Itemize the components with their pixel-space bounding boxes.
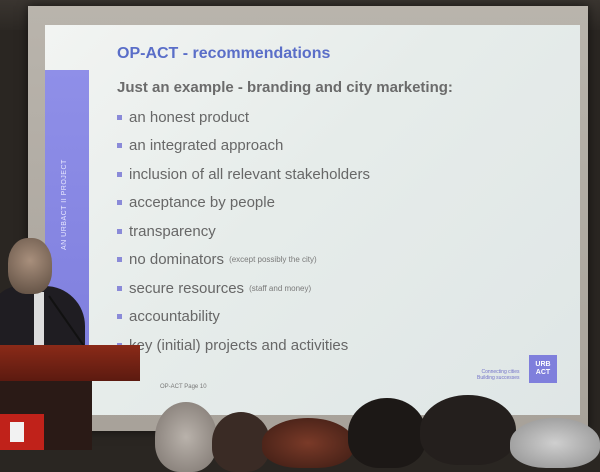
side-bar-label: AN URBACT II PROJECT xyxy=(61,159,68,250)
bullet-icon xyxy=(117,143,122,149)
bullet-item: acceptance by people xyxy=(117,189,370,218)
logo-line-2: ACT xyxy=(535,369,551,376)
bullet-text: an honest product xyxy=(129,108,250,126)
bullet-item: accountability xyxy=(117,303,370,332)
bullet-item: an integrated approach xyxy=(117,132,370,161)
presenter-shirt xyxy=(34,292,44,352)
podium xyxy=(0,345,140,381)
bullet-icon xyxy=(117,171,122,177)
audience-head xyxy=(155,402,217,472)
bullet-item: transparency xyxy=(117,217,370,246)
logo-line-1: URB xyxy=(535,361,551,368)
bullet-item: no dominators (except possibly the city) xyxy=(117,246,370,275)
slide-subtitle: Just an example - branding and city mark… xyxy=(117,79,453,96)
bullet-note: (staff and money) xyxy=(249,283,312,293)
bullet-text: an integrated approach xyxy=(129,137,284,155)
presenter-head xyxy=(8,238,52,294)
bullet-icon xyxy=(117,228,122,234)
bullet-text: no dominators xyxy=(129,251,225,269)
bullet-text: secure resources xyxy=(129,279,245,297)
bullet-text: key (initial) projects and activities xyxy=(129,336,349,354)
urbact-logo: URB ACT xyxy=(529,355,557,383)
bullet-icon xyxy=(117,114,122,120)
tagline-line-2: Building successes xyxy=(477,375,520,381)
bullet-text: accountability xyxy=(129,308,220,326)
bullet-item: key (initial) projects and activities xyxy=(117,331,370,360)
slide-tagline: Connecting cities Building successes xyxy=(477,369,520,381)
bullet-icon xyxy=(117,285,122,291)
bullet-icon xyxy=(117,314,122,320)
audience-head xyxy=(420,395,516,465)
bullet-note: (except possibly the city) xyxy=(229,255,317,265)
tagline-line-1: Connecting cities xyxy=(481,369,520,375)
bullet-icon xyxy=(117,257,122,263)
bullet-item: inclusion of all relevant stakeholders xyxy=(117,160,370,189)
bullet-text: transparency xyxy=(129,222,216,240)
slide-title: OP-ACT - recommendations xyxy=(117,45,331,62)
bullet-item: secure resources (staff and money) xyxy=(117,274,370,303)
bullet-text: acceptance by people xyxy=(129,194,275,212)
bullet-list: an honest product an integrated approach… xyxy=(117,103,370,360)
bullet-item: an honest product xyxy=(117,103,370,132)
red-sign xyxy=(0,414,44,450)
audience-head xyxy=(348,398,426,468)
audience-head xyxy=(510,418,600,468)
bullet-text: inclusion of all relevant stakeholders xyxy=(129,165,370,183)
bullet-icon xyxy=(117,200,122,206)
audience-head xyxy=(262,418,354,468)
presentation-slide: AN URBACT II PROJECT OP-ACT - recommenda… xyxy=(45,25,580,415)
slide-page-number: OP-ACT Page 10 xyxy=(160,384,207,390)
